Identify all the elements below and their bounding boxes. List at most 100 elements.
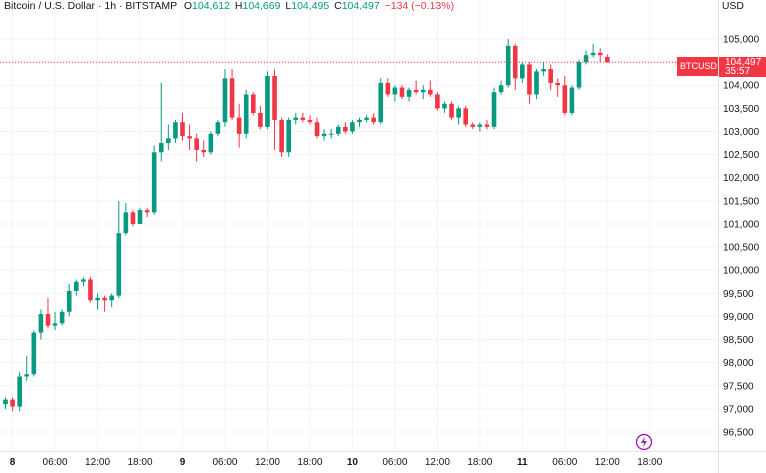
time-tick-label: 11 bbox=[517, 457, 528, 468]
candle-body bbox=[378, 82, 384, 123]
candle-body bbox=[541, 69, 546, 72]
candle-body bbox=[385, 82, 391, 95]
candle-body bbox=[484, 124, 490, 127]
candle-body bbox=[123, 212, 129, 234]
candle-body bbox=[215, 122, 221, 134]
candles bbox=[3, 39, 610, 412]
candle-body bbox=[328, 133, 334, 135]
candle-body bbox=[151, 152, 157, 213]
candle-body bbox=[534, 71, 539, 95]
candle-body bbox=[555, 82, 561, 86]
candle-body bbox=[3, 399, 8, 405]
candle-body bbox=[413, 89, 419, 93]
candle-body bbox=[364, 117, 369, 120]
candle-body bbox=[222, 78, 228, 123]
symbol-tag-label: BTCUSD bbox=[680, 61, 718, 71]
lightning-icon[interactable] bbox=[635, 433, 653, 451]
candle-body bbox=[428, 89, 433, 95]
candle-body bbox=[392, 87, 398, 95]
candle-body bbox=[102, 297, 107, 301]
price-tick-label: 101,500 bbox=[723, 196, 760, 207]
candle-body bbox=[95, 297, 100, 301]
candle-body bbox=[498, 85, 504, 93]
price-tick-label: 101,000 bbox=[723, 219, 760, 230]
time-tick-label: 06:00 bbox=[212, 457, 237, 468]
price-tick-label: 98,500 bbox=[723, 335, 754, 346]
change-value: −134 (−0.13%) bbox=[384, 0, 455, 12]
candle-body bbox=[229, 78, 235, 118]
price-tick-label: 96,500 bbox=[723, 428, 754, 439]
candle-body bbox=[17, 376, 22, 407]
candle-body bbox=[109, 295, 114, 301]
candle-body bbox=[144, 210, 150, 213]
candle-body bbox=[435, 94, 440, 109]
candle-body bbox=[357, 119, 362, 123]
candle-body bbox=[243, 94, 249, 134]
candle-body bbox=[74, 281, 79, 291]
candle-body bbox=[463, 108, 468, 125]
candle-body bbox=[590, 52, 596, 56]
candle-body bbox=[201, 149, 207, 153]
close-value: 104,497 bbox=[341, 0, 380, 12]
candle-body bbox=[605, 56, 610, 63]
candle-body bbox=[10, 399, 15, 407]
time-tick-label: 06:00 bbox=[382, 457, 407, 468]
candle-body bbox=[343, 126, 348, 132]
candle-body bbox=[116, 233, 122, 296]
time-tick-label: 06:00 bbox=[552, 457, 577, 468]
candle-body bbox=[265, 75, 270, 127]
price-axis[interactable]: 105,000104,500104,000103,500103,000102,5… bbox=[718, 0, 760, 473]
time-tick-label: 18:00 bbox=[637, 457, 662, 468]
candle-body bbox=[321, 133, 327, 137]
low-value: 104,495 bbox=[291, 0, 330, 12]
price-tick-label: 97,500 bbox=[723, 381, 754, 392]
price-tick-label: 105,000 bbox=[723, 35, 760, 46]
candle-body bbox=[576, 62, 582, 88]
currency-label[interactable]: USD bbox=[721, 0, 744, 12]
candle-body bbox=[314, 122, 320, 137]
candle-body bbox=[45, 314, 51, 326]
candle-body bbox=[173, 122, 178, 139]
candle-body bbox=[66, 290, 72, 312]
price-tick-label: 98,000 bbox=[723, 358, 754, 369]
candle-body bbox=[527, 64, 532, 95]
symbol-legend[interactable]: Bitcoin / U.S. Dollar · 1h · BITSTAMP O 1… bbox=[4, 0, 454, 12]
candle-body bbox=[180, 122, 185, 137]
candle-body bbox=[251, 94, 256, 113]
candle-body bbox=[371, 117, 376, 123]
price-tick-label: 100,000 bbox=[723, 266, 760, 277]
price-tick-label: 102,500 bbox=[723, 150, 760, 161]
candle-body bbox=[208, 133, 214, 153]
candle-body bbox=[286, 119, 291, 153]
candle-body bbox=[166, 138, 171, 144]
candle-body bbox=[137, 210, 143, 224]
candle-body bbox=[512, 45, 518, 79]
candle-body bbox=[293, 117, 299, 120]
time-tick-label: 12:00 bbox=[255, 457, 280, 468]
candle-body bbox=[307, 119, 313, 123]
high-value: 104,669 bbox=[242, 0, 281, 12]
low-label: L bbox=[285, 0, 292, 12]
candle-body bbox=[470, 124, 476, 127]
candle-body bbox=[335, 126, 341, 134]
candle-body bbox=[130, 212, 136, 224]
last-price-box: 104,497 35:57 bbox=[719, 57, 766, 77]
candle-body bbox=[406, 89, 412, 97]
candle-body bbox=[505, 45, 511, 86]
candle-body bbox=[300, 117, 306, 120]
price-tick-label: 99,500 bbox=[723, 289, 754, 300]
candle-body bbox=[31, 332, 37, 375]
price-tick-label: 100,500 bbox=[723, 243, 760, 254]
open-label: O bbox=[183, 0, 193, 12]
candle-body bbox=[194, 138, 199, 150]
candle-body bbox=[420, 89, 426, 93]
price-tick-label: 103,500 bbox=[723, 104, 760, 115]
symbol-name: Bitcoin / U.S. Dollar · 1h · BITSTAMP bbox=[4, 0, 177, 12]
time-tick-label: 18:00 bbox=[128, 457, 153, 468]
candle-body bbox=[569, 87, 575, 113]
price-tick-label: 99,000 bbox=[723, 312, 754, 323]
time-tick-label: 8 bbox=[10, 457, 16, 468]
price-tick-label: 97,000 bbox=[723, 404, 754, 415]
time-axis[interactable]: 8 06:00 12:00 18:00 9 06:00 12:00 18:00 10 06:00 1… bbox=[0, 451, 766, 469]
